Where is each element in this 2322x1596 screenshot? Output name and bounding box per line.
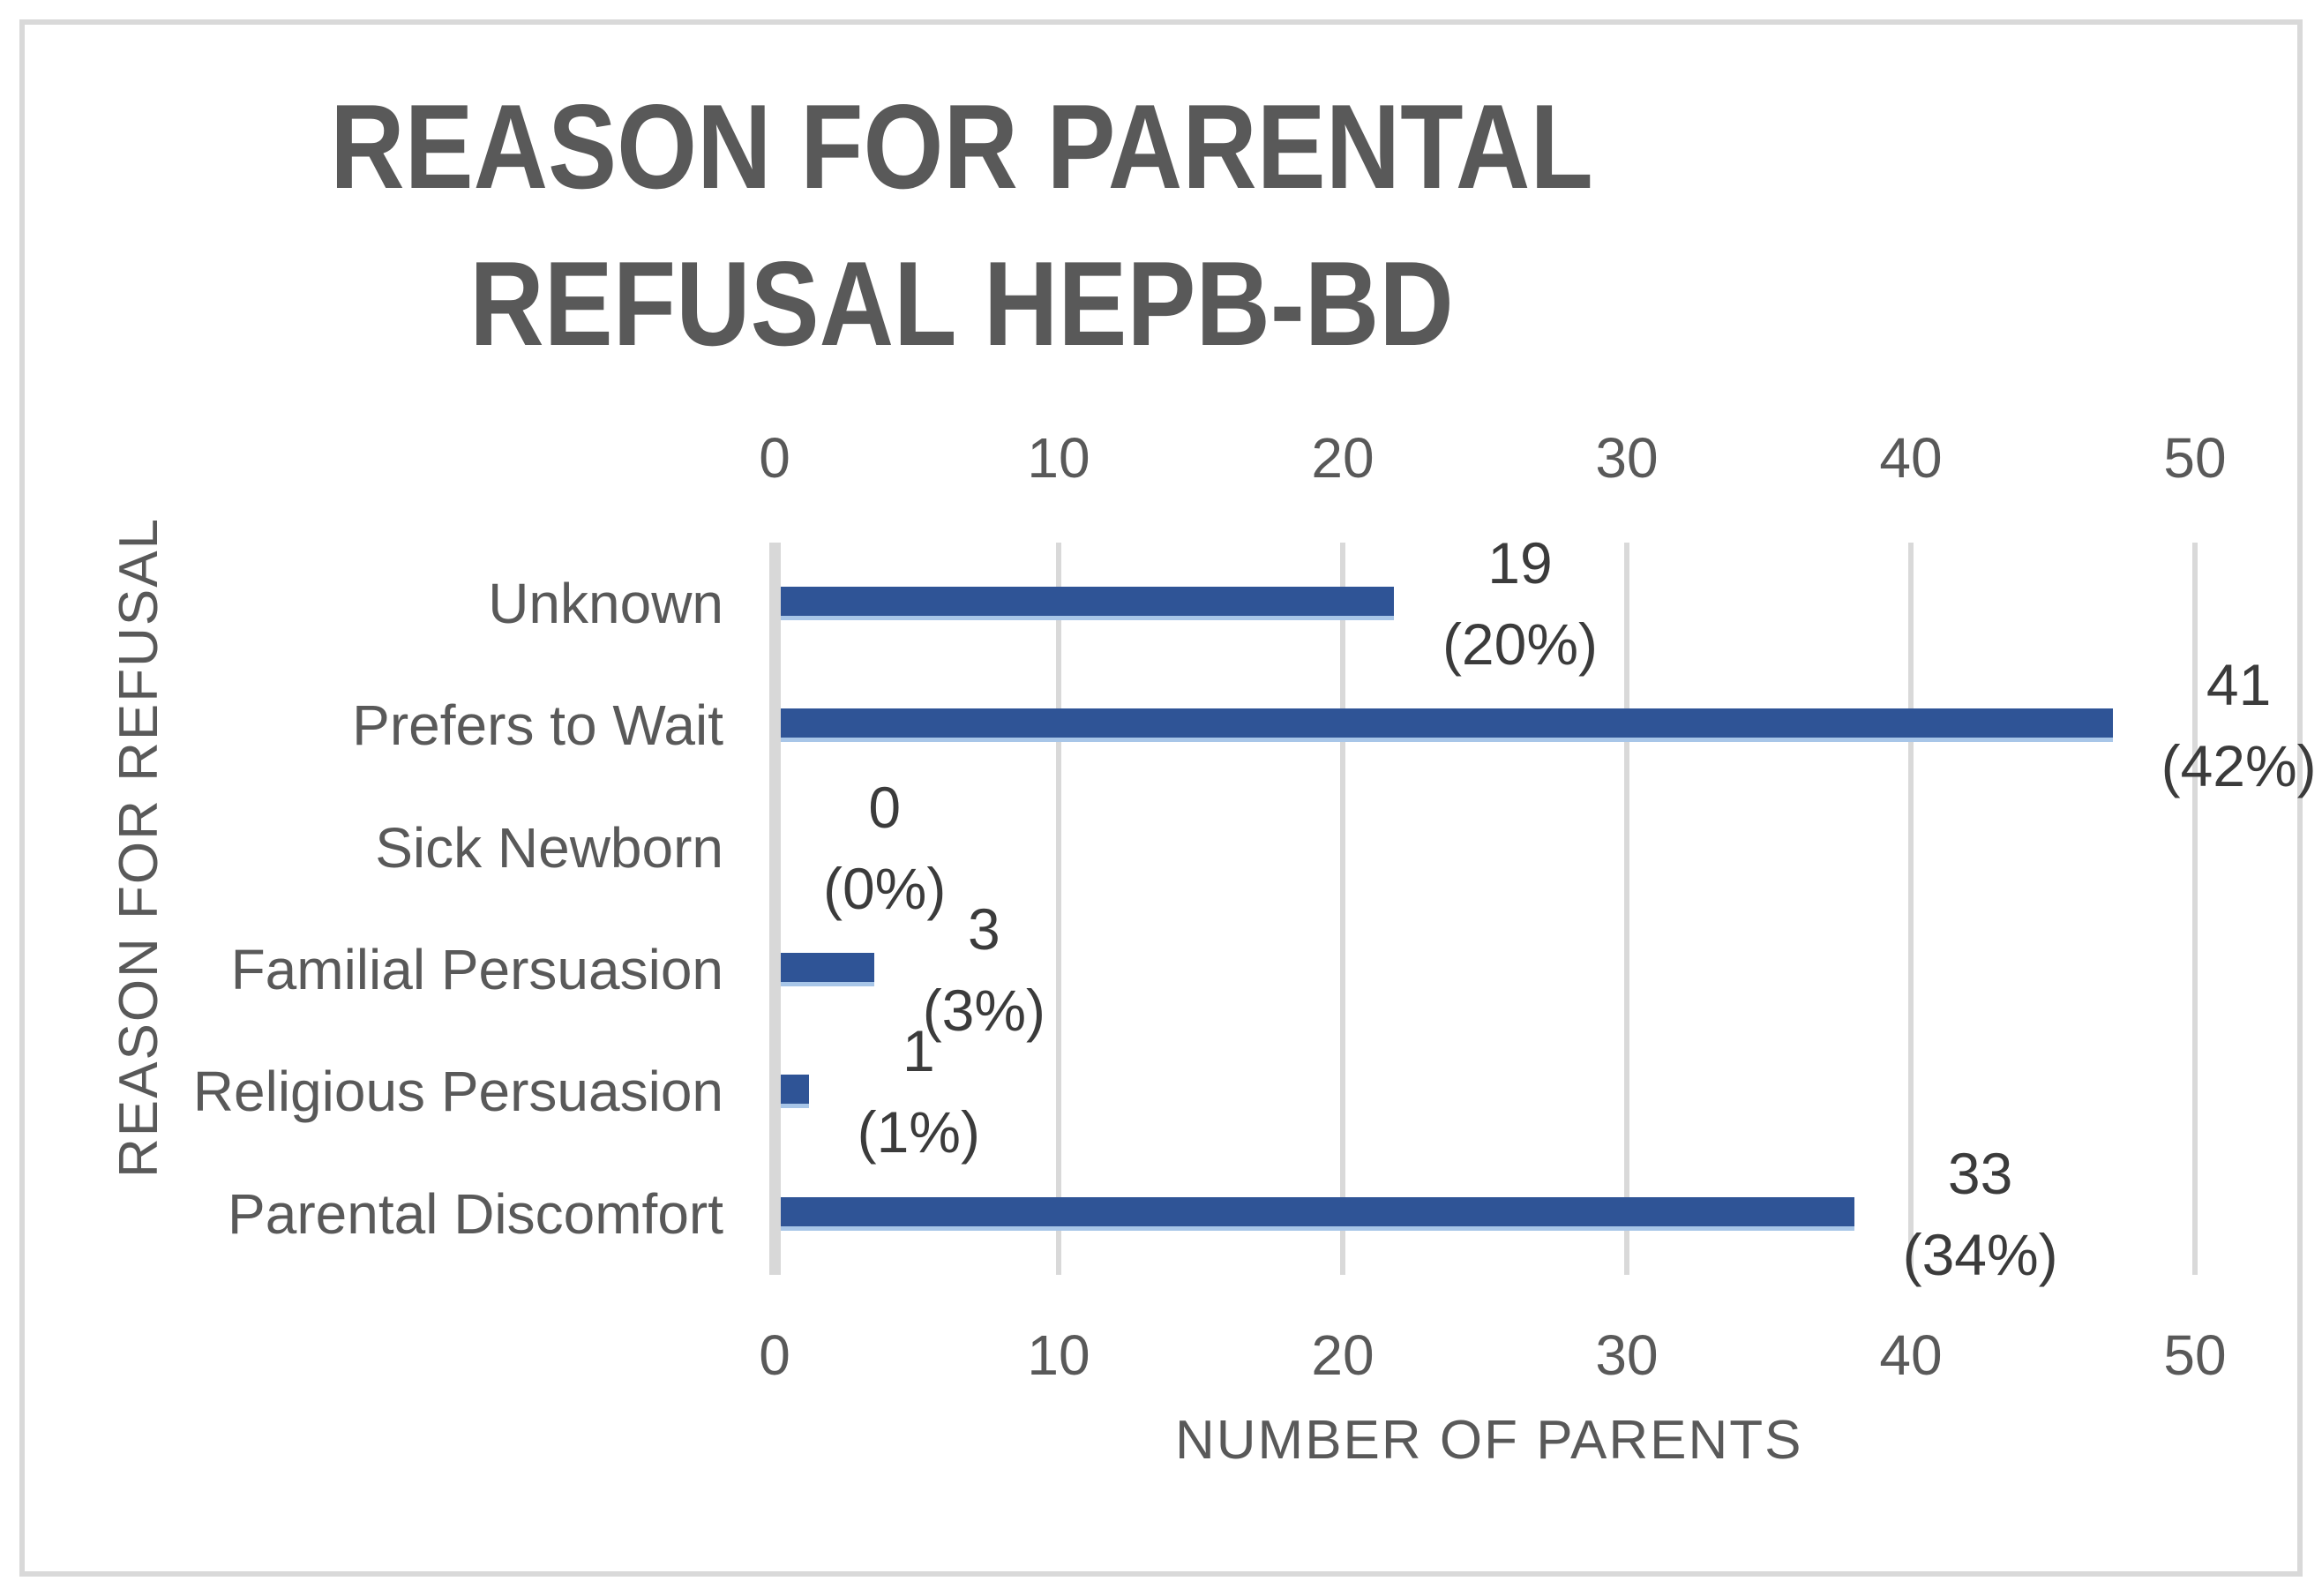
value-axis-line: [769, 543, 781, 1275]
chart-title-line2: REFUSAL HEPB-BD: [469, 236, 1454, 371]
y-axis-title: REASON FOR REFUSAL: [109, 516, 169, 1178]
x-axis-title: NUMBER OF PARENTS: [1175, 1410, 1803, 1471]
category-label: Religious Persuasion: [192, 1060, 723, 1124]
top-axis-tick-30: 30: [1595, 426, 1659, 490]
category-label: Familial Persuasion: [230, 938, 723, 1002]
top-axis-tick-10: 10: [1027, 426, 1090, 490]
bottom-axis-tick-50: 50: [2163, 1323, 2227, 1387]
data-label-percent: (20%): [1442, 611, 1599, 678]
data-label-value: 19: [1487, 530, 1553, 596]
bar-parental-discomfort: [781, 1196, 1854, 1231]
bottom-axis-tick-30: 30: [1595, 1323, 1659, 1387]
data-label-percent: (34%): [1902, 1221, 2058, 1287]
bar-prefers-to-wait: [781, 708, 2113, 743]
data-label: 41 (42%): [2161, 644, 2317, 806]
top-axis-tick-50: 50: [2163, 426, 2227, 490]
bottom-axis-tick-20: 20: [1311, 1323, 1374, 1387]
gridline-40: [1908, 543, 1914, 1275]
data-label-percent: (1%): [857, 1099, 980, 1165]
gridline-30: [1624, 543, 1629, 1275]
bottom-axis-tick-10: 10: [1027, 1323, 1090, 1387]
bar-unknown: [781, 587, 1394, 621]
data-label: 33 (34%): [1903, 1133, 2058, 1295]
bottom-axis-tick-40: 40: [1879, 1323, 1943, 1387]
chart-title-line1: REASON FOR PARENTAL: [330, 79, 1593, 214]
chart-title: REASON FOR PARENTAL REFUSAL HEPB-BD: [325, 68, 1599, 382]
data-label-value: 33: [1947, 1140, 2013, 1206]
data-label-value: 0: [868, 774, 902, 840]
category-label: Sick Newborn: [375, 815, 723, 880]
data-label-percent: (42%): [2161, 733, 2317, 799]
top-axis-tick-0: 0: [759, 426, 790, 490]
top-axis-tick-20: 20: [1311, 426, 1374, 490]
category-label: Unknown: [488, 572, 723, 636]
bar-religious-persuasion: [781, 1075, 809, 1109]
data-label-value: 3: [968, 896, 1000, 963]
bottom-axis-tick-0: 0: [759, 1323, 790, 1387]
data-label-value: 41: [2206, 652, 2272, 718]
data-label-value: 1: [902, 1018, 935, 1084]
top-axis-tick-40: 40: [1879, 426, 1943, 490]
chart-border: [19, 19, 2303, 1577]
bar-familial-persuasion: [781, 953, 874, 987]
data-label: 1 (1%): [858, 1010, 980, 1173]
gridline-50: [2192, 543, 2198, 1275]
data-label: 3 (3%): [923, 888, 1045, 1051]
data-label-percent: (3%): [922, 978, 1046, 1044]
data-label: 0 (0%): [823, 767, 946, 929]
gridline-10: [1056, 543, 1061, 1275]
gridline-20: [1340, 543, 1345, 1275]
data-label: 19 (20%): [1442, 522, 1598, 685]
category-label: Parental Discomfort: [228, 1181, 723, 1246]
category-label: Prefers to Wait: [352, 693, 723, 758]
data-label-percent: (0%): [823, 855, 947, 921]
